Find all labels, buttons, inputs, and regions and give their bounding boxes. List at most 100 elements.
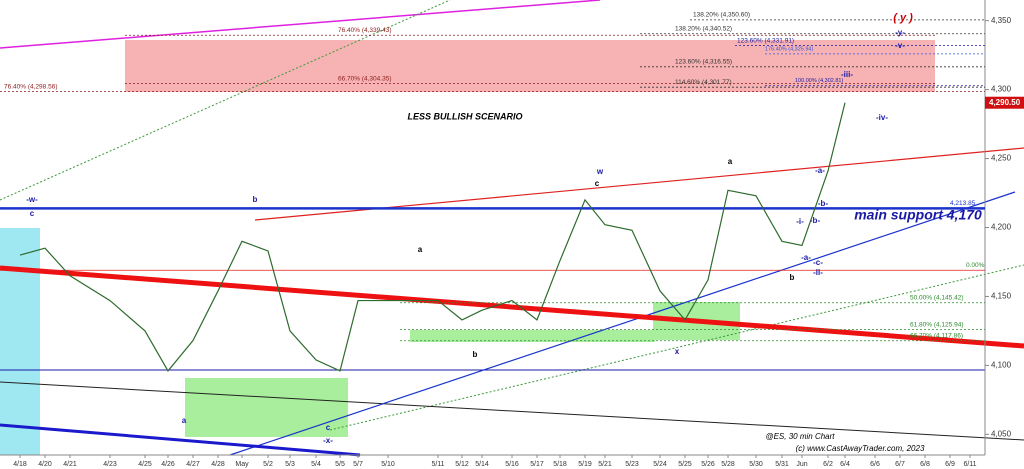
trend-line bbox=[0, 381, 1024, 441]
trend-line bbox=[229, 191, 1016, 456]
x-tick-label: 5/11 bbox=[431, 461, 444, 468]
x-tick-label: 4/20 bbox=[38, 461, 52, 468]
level-label: 76.40% (4,339.43) bbox=[338, 27, 391, 34]
wave-label: w bbox=[596, 167, 604, 176]
level-label: 50.00% (4,145.42) bbox=[910, 294, 963, 301]
level-label: 123.60% (4,331.91) bbox=[737, 37, 794, 44]
x-tick-label: 6/2 bbox=[823, 461, 833, 468]
x-tick-label: 4/18 bbox=[13, 461, 27, 468]
wave-label: (c) www.CastAwayTrader.com, 2023 bbox=[796, 444, 925, 453]
x-tick-label: 5/17 bbox=[530, 461, 544, 468]
y-tick-label: 4,100 bbox=[991, 360, 1012, 369]
wave-label: c bbox=[326, 423, 331, 432]
x-tick-label: 5/25 bbox=[678, 461, 692, 468]
wave-label: b bbox=[253, 195, 258, 204]
level-label: 100.00% (4,302.81) bbox=[795, 78, 843, 84]
x-tick-label: 4/23 bbox=[103, 461, 117, 468]
x-tick-label: 5/5 bbox=[335, 461, 345, 468]
x-tick-label: 5/18 bbox=[553, 461, 567, 468]
x-tick-label: 5/12 bbox=[455, 461, 469, 468]
x-tick-label: 4/27 bbox=[186, 461, 200, 468]
trend-line bbox=[0, 0, 601, 49]
y-tick-label: 4,250 bbox=[991, 154, 1012, 163]
wave-label: -i- bbox=[796, 217, 804, 226]
x-tick-label: 5/30 bbox=[749, 461, 763, 468]
wave-label: b bbox=[790, 273, 795, 282]
level-label: 123.60% (4,316.55) bbox=[675, 59, 732, 66]
last-price-label: 4,290.50 bbox=[989, 98, 1021, 107]
wave-label: b bbox=[473, 350, 478, 359]
wave-label: x bbox=[675, 347, 680, 356]
wave-label: -iv- bbox=[876, 113, 888, 122]
wave-label: -v- bbox=[895, 41, 905, 50]
y-tick-label: 4,050 bbox=[991, 429, 1012, 438]
x-tick-label: 5/2 bbox=[263, 461, 273, 468]
last-price-box bbox=[985, 96, 1024, 109]
y-tick-label: 4,350 bbox=[991, 16, 1012, 25]
level-label: 176.40% (4,325.94) bbox=[765, 46, 813, 52]
support-box bbox=[185, 378, 348, 437]
level-label: 66.70% (4,117.86) bbox=[910, 332, 963, 339]
level-label: 66.70% (4,304.35) bbox=[338, 75, 391, 82]
level-label: 114.60% (4,301.77) bbox=[675, 79, 732, 86]
x-tick-label: 6/4 bbox=[840, 461, 850, 468]
level-label: 61.80% (4,125.94) bbox=[910, 321, 963, 328]
level-label: 76.40% (4,298.56) bbox=[4, 83, 57, 90]
x-tick-label: 6/7 bbox=[895, 461, 905, 468]
wave-label: -b- bbox=[818, 199, 829, 208]
wave-label: -a- bbox=[801, 253, 811, 262]
wave-label: -c- bbox=[813, 258, 823, 267]
x-tick-label: 5/31 bbox=[775, 461, 789, 468]
trend-line bbox=[0, 423, 361, 457]
x-tick-label: 5/3 bbox=[285, 461, 295, 468]
x-tick-label: 5/21 bbox=[598, 461, 612, 468]
wave-label: c bbox=[30, 209, 35, 218]
wave-label: a bbox=[418, 245, 423, 254]
x-tick-label: 5/23 bbox=[625, 461, 639, 468]
x-tick-label: 5/14 bbox=[475, 461, 489, 468]
wave-label: -iii- bbox=[841, 70, 853, 79]
x-tick-label: May bbox=[235, 461, 249, 468]
x-tick-label: 6/9 bbox=[945, 461, 955, 468]
x-tick-label: 6/6 bbox=[870, 461, 880, 468]
x-tick-label: 4/28 bbox=[211, 461, 225, 468]
chart-title: LESS BULLISH SCENARIO bbox=[407, 111, 522, 121]
wave-label: a bbox=[728, 157, 733, 166]
wave-label: @ES, 30 min Chart bbox=[765, 432, 835, 441]
wave-label: main support 4,170 bbox=[854, 207, 982, 223]
wave-label: -ii- bbox=[813, 268, 823, 277]
y-tick-label: 4,300 bbox=[991, 85, 1012, 94]
x-tick-label: 5/16 bbox=[505, 461, 519, 468]
level-label: 0.00% bbox=[966, 262, 985, 269]
y-tick-label: 4,200 bbox=[991, 223, 1012, 232]
support-box bbox=[410, 330, 655, 342]
x-tick-label: 5/10 bbox=[381, 461, 395, 468]
x-tick-label: 6/11 bbox=[963, 461, 976, 468]
x-tick-label: 5/4 bbox=[311, 461, 321, 468]
x-tick-label: 4/25 bbox=[138, 461, 152, 468]
wave-label: -a- bbox=[815, 166, 825, 175]
x-tick-label: Jun bbox=[796, 461, 807, 468]
wave-label: a bbox=[182, 416, 187, 425]
wave-label: -w- bbox=[26, 195, 38, 204]
x-tick-label: 6/8 bbox=[920, 461, 930, 468]
wave-label: c bbox=[595, 179, 600, 188]
price-line bbox=[19, 102, 846, 372]
x-tick-label: 4/26 bbox=[161, 461, 175, 468]
highlight-box bbox=[0, 228, 40, 455]
wave-label: -y- bbox=[895, 28, 905, 37]
level-label: 138.20% (4,340.52) bbox=[675, 25, 732, 32]
x-tick-label: 5/7 bbox=[353, 461, 363, 468]
wave-label: -x- bbox=[323, 436, 333, 445]
x-tick-label: 5/19 bbox=[578, 461, 592, 468]
trend-line bbox=[329, 264, 1024, 431]
level-label: 138.20% (4,350.60) bbox=[693, 12, 750, 19]
x-tick-label: 5/24 bbox=[653, 461, 667, 468]
level-label: 4,213.85 bbox=[950, 200, 976, 207]
x-tick-label: 5/28 bbox=[721, 461, 735, 468]
x-tick-label: 5/26 bbox=[701, 461, 715, 468]
y-tick-label: 4,150 bbox=[991, 292, 1012, 301]
wave-label: ( y ) bbox=[893, 12, 913, 24]
trend-line bbox=[0, 265, 1024, 349]
